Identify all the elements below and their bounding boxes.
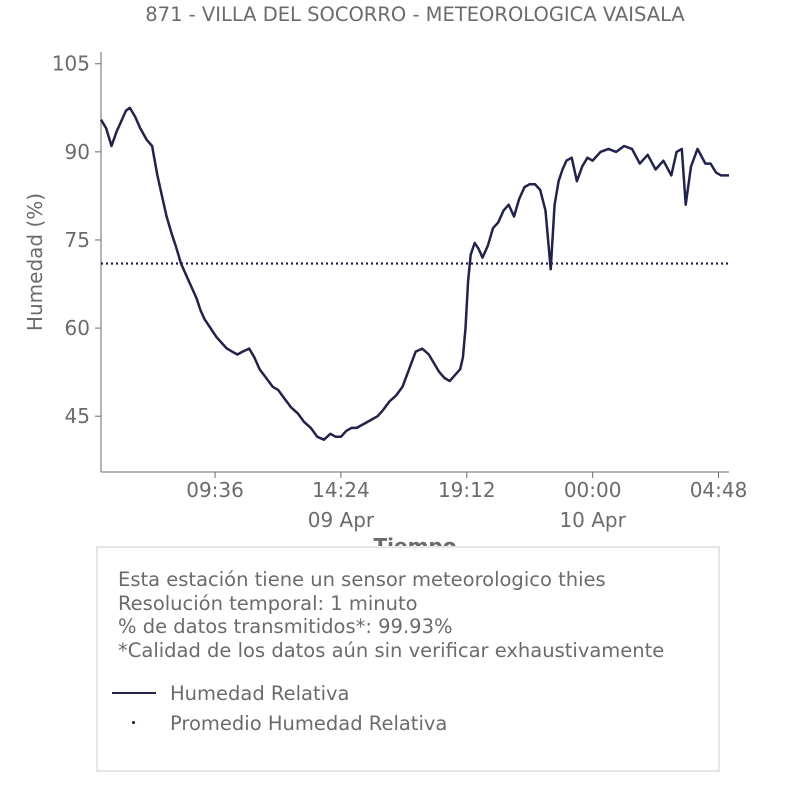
info-resolution: Resolución temporal: 1 minuto	[118, 591, 418, 615]
x-tick-label: 14:24	[312, 478, 370, 502]
x-tick-label: 00:00	[564, 478, 622, 502]
info-quality-note: *Calidad de los datos aún sin verificar …	[118, 638, 665, 662]
y-ticks: 105 90 75 60 45	[52, 52, 101, 428]
x-ticks: 09:36 14:24 19:12 00:00 04:48 09 Apr 10 Apr	[186, 472, 747, 532]
legend-solid-line-swatch	[112, 692, 156, 694]
legend-item-humidity: Humedad Relativa	[112, 681, 350, 705]
legend-dot-swatch	[112, 721, 156, 725]
chart-axes	[100, 52, 729, 473]
legend-label-humidity: Humedad Relativa	[170, 681, 350, 705]
y-axis-label: Humedad (%)	[23, 193, 47, 331]
x-date-label: 09 Apr	[308, 508, 375, 532]
x-tick-label: 09:36	[186, 478, 244, 502]
station-info: Esta estación tiene un sensor meteorolog…	[118, 568, 664, 662]
y-tick-label: 90	[65, 140, 90, 164]
y-tick-label: 75	[65, 228, 90, 252]
info-legend-box: Esta estación tiene un sensor meteorolog…	[96, 546, 720, 772]
y-tick-label: 60	[65, 316, 90, 340]
y-tick-label: 105	[52, 52, 90, 76]
x-tick-label: 19:12	[438, 478, 496, 502]
info-sensor: Esta estación tiene un sensor meteorolog…	[118, 568, 606, 591]
info-transmitted: % de datos transmitidos*: 99.93%	[118, 615, 453, 638]
x-date-label: 10 Apr	[559, 508, 626, 532]
y-tick-label: 45	[65, 404, 90, 428]
x-tick-label: 04:48	[690, 478, 748, 502]
legend-label-average: Promedio Humedad Relativa	[170, 711, 448, 735]
legend-item-average: Promedio Humedad Relativa	[112, 711, 447, 735]
chart-title: 871 - VILLA DEL SOCORRO - METEOROLOGICA …	[145, 3, 685, 26]
humidity-series-line	[99, 106, 729, 441]
